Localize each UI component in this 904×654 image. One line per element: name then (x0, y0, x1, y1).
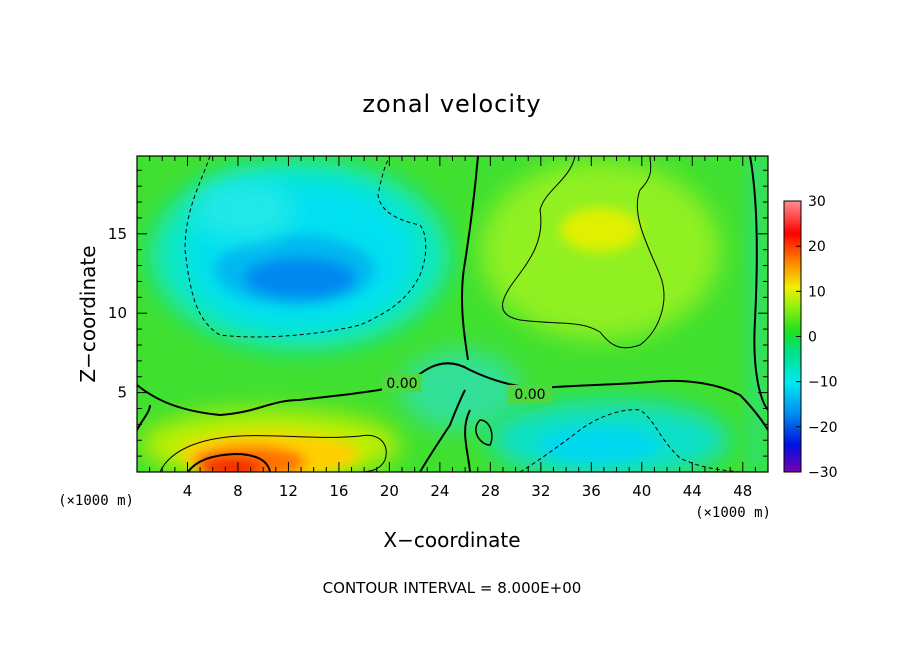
colorbar-tick-label: −20 (808, 420, 838, 436)
x-tick-label: 20 (380, 482, 399, 500)
x-tick-label: 40 (632, 482, 651, 500)
y-axis-label: Z−coordinate (76, 245, 100, 382)
contour-label: 0.00 (386, 376, 417, 392)
zero-contour-lower (137, 362, 768, 431)
x-unit-left: (×1000 m) (58, 493, 134, 509)
x-tick-label: 24 (430, 482, 449, 500)
contour-lines (137, 156, 768, 472)
colorbar-tick-label: 10 (808, 284, 826, 300)
x-unit-right: (×1000 m) (695, 505, 771, 521)
x-tick-label: 48 (733, 482, 752, 500)
y-tick-label: 10 (108, 304, 127, 322)
x-tick-label: 36 (582, 482, 601, 500)
x-tick-label: 16 (329, 482, 348, 500)
colorbar-tick-label: 20 (808, 239, 826, 255)
contour-label-group: 0.00 0.00 (382, 374, 552, 403)
x-axis-label: X−coordinate (383, 528, 520, 552)
y-tick-label: 5 (117, 384, 127, 402)
x-tick-label: 12 (279, 482, 298, 500)
heatmap-field: 0.00 0.00 (137, 156, 768, 472)
x-tick-label: 28 (481, 482, 500, 500)
x-axis-ticks: 4 8 12 16 20 24 28 32 36 40 44 48 (149, 156, 756, 500)
x-tick-label: 8 (233, 482, 243, 500)
colorbar-tick-label: −10 (808, 375, 838, 391)
x-tick-label: 32 (531, 482, 550, 500)
contour-interval-note: CONTOUR INTERVAL = 8.000E+00 (323, 579, 582, 597)
colorbar-tick-label: 0 (808, 330, 817, 346)
colorbar-tick-label: 30 (808, 194, 826, 210)
x-tick-label: 44 (683, 482, 702, 500)
x-tick-label: 4 (183, 482, 193, 500)
y-axis-ticks: 5 10 15 (108, 169, 768, 457)
zero-contour-vertical (460, 156, 479, 361)
chart-title: zonal velocity (362, 90, 541, 118)
negative-contours (184, 156, 741, 472)
y-tick-label: 15 (108, 225, 127, 243)
colorbar-ticks: 30 20 10 0 −10 −20 −30 (796, 194, 838, 481)
colorbar-tick-label: −30 (808, 465, 838, 481)
contour-label: 0.00 (514, 387, 545, 403)
